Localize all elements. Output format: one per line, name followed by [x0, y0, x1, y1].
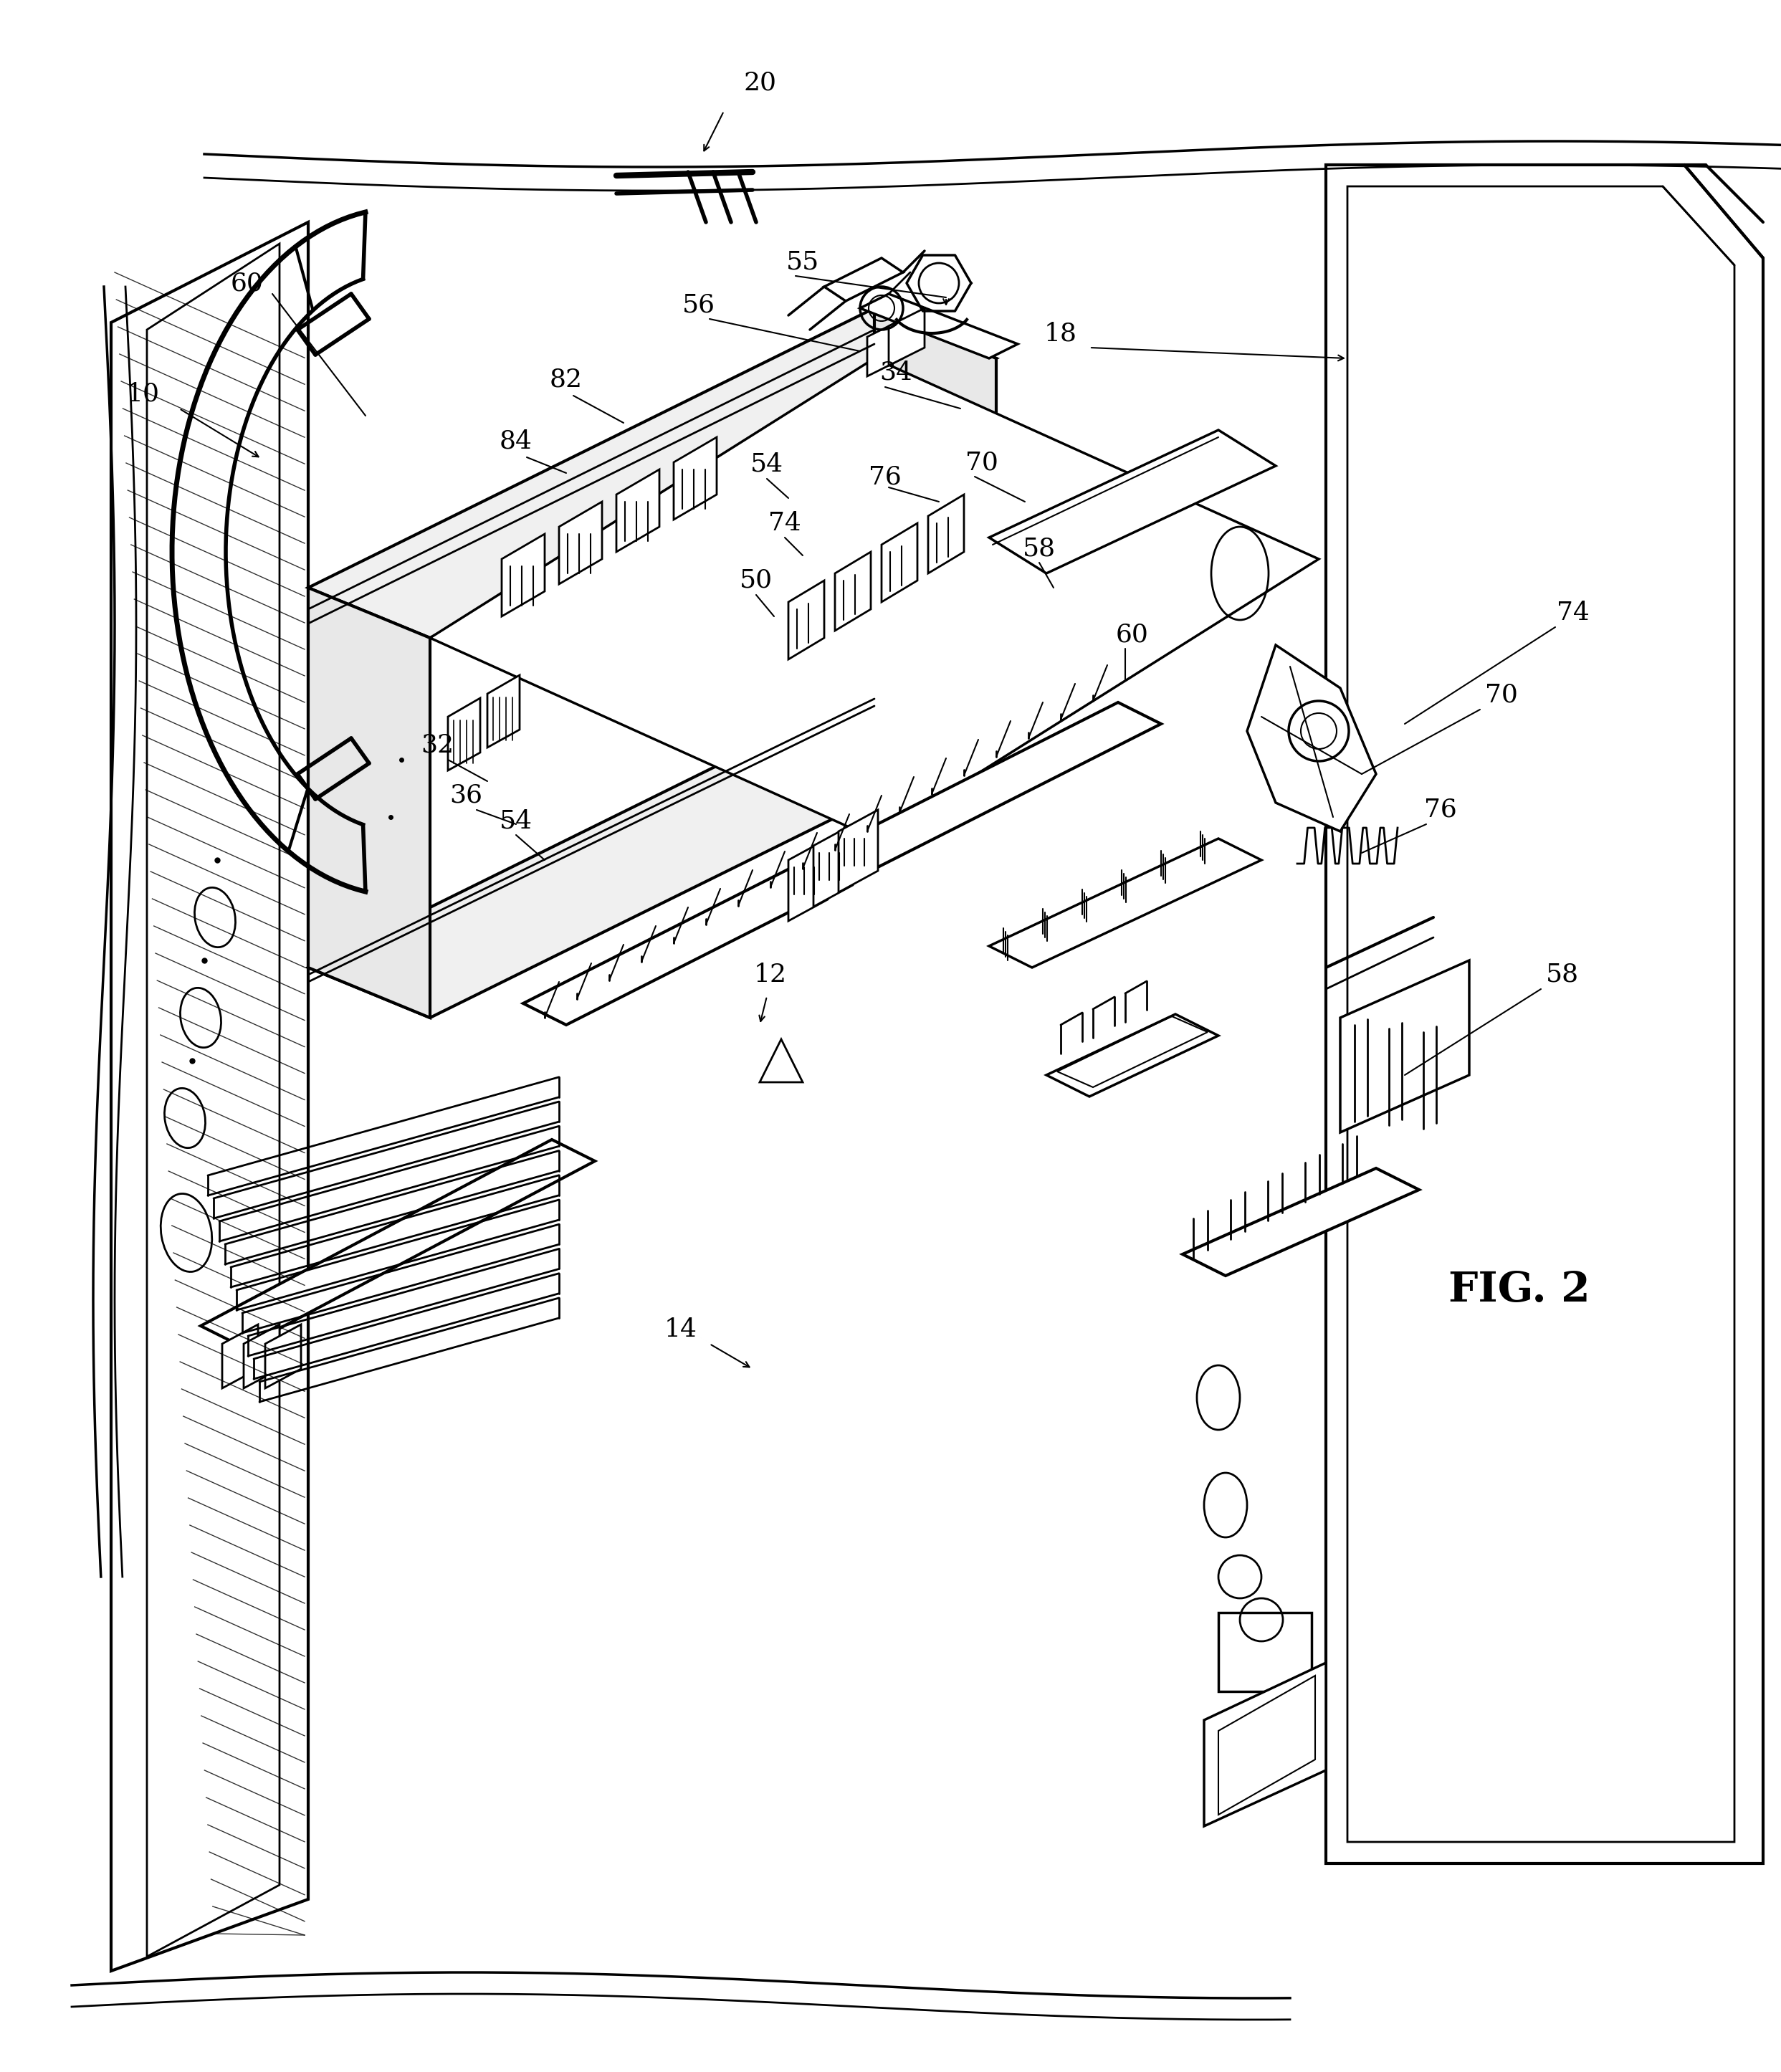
Polygon shape: [265, 1324, 301, 1388]
Polygon shape: [429, 358, 1318, 839]
Polygon shape: [789, 839, 828, 920]
Text: 10: 10: [126, 381, 160, 406]
Polygon shape: [860, 294, 1017, 358]
Text: 70: 70: [965, 450, 999, 474]
Polygon shape: [874, 309, 996, 738]
Polygon shape: [146, 244, 280, 1956]
Text: 70: 70: [1485, 684, 1517, 707]
Polygon shape: [988, 839, 1261, 968]
Text: 50: 50: [739, 568, 773, 593]
Text: 54: 54: [499, 808, 533, 833]
Text: 18: 18: [1044, 321, 1078, 346]
Polygon shape: [559, 501, 602, 584]
Text: 60: 60: [232, 271, 264, 296]
Text: FIG. 2: FIG. 2: [1448, 1270, 1590, 1310]
Polygon shape: [988, 431, 1275, 574]
Text: 58: 58: [1546, 963, 1580, 986]
Polygon shape: [789, 580, 825, 659]
Text: 76: 76: [869, 464, 901, 489]
Polygon shape: [867, 319, 903, 377]
Polygon shape: [223, 1324, 258, 1388]
Text: 82: 82: [550, 367, 582, 392]
Text: 14: 14: [664, 1318, 698, 1343]
Polygon shape: [502, 535, 545, 615]
Polygon shape: [308, 309, 996, 638]
Text: 84: 84: [499, 429, 533, 454]
Polygon shape: [449, 698, 481, 771]
Text: 55: 55: [785, 249, 819, 274]
Polygon shape: [882, 524, 917, 603]
Polygon shape: [1348, 186, 1735, 1842]
Polygon shape: [201, 1140, 595, 1347]
Polygon shape: [308, 688, 996, 1017]
Polygon shape: [889, 309, 924, 365]
Text: 60: 60: [1117, 622, 1149, 646]
Polygon shape: [488, 675, 520, 748]
Text: 76: 76: [1425, 798, 1457, 823]
Polygon shape: [1325, 166, 1763, 1863]
Polygon shape: [839, 810, 878, 893]
Text: 34: 34: [880, 361, 912, 385]
Polygon shape: [524, 702, 1161, 1026]
Polygon shape: [814, 825, 853, 908]
Text: 58: 58: [1022, 537, 1056, 559]
Polygon shape: [673, 437, 716, 520]
Text: 36: 36: [449, 783, 483, 808]
Polygon shape: [110, 222, 308, 1970]
Polygon shape: [1247, 644, 1377, 831]
Text: 56: 56: [682, 292, 716, 317]
Polygon shape: [760, 1040, 803, 1082]
Text: 32: 32: [420, 733, 454, 758]
Polygon shape: [1204, 1662, 1325, 1825]
Text: 20: 20: [743, 70, 777, 95]
Text: 12: 12: [753, 963, 787, 986]
Text: 54: 54: [750, 452, 784, 477]
Polygon shape: [1341, 961, 1469, 1133]
Polygon shape: [244, 1324, 280, 1388]
Polygon shape: [928, 495, 964, 574]
Polygon shape: [308, 588, 429, 1017]
Polygon shape: [1047, 1013, 1218, 1096]
Text: 74: 74: [1557, 601, 1590, 626]
Polygon shape: [616, 470, 659, 551]
Polygon shape: [825, 259, 903, 300]
Text: 74: 74: [768, 512, 801, 535]
Polygon shape: [835, 551, 871, 630]
Polygon shape: [1183, 1169, 1419, 1276]
